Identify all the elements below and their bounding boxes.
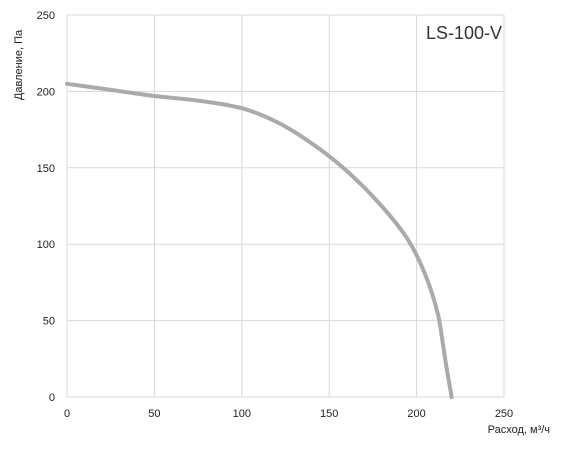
y-tick-label-0: 0 [49, 392, 55, 404]
x-tick-labels: 0 50 100 150 200 250 [64, 408, 513, 420]
y-tick-label-5: 250 [37, 10, 55, 22]
series [65, 81, 454, 399]
chart-title: LS-100-V [426, 23, 502, 43]
y-tick-label-2: 100 [37, 239, 55, 251]
y-axis-title: Давление, Па [13, 29, 25, 100]
x-tick-label-4: 200 [407, 408, 425, 420]
y-tick-label-1: 50 [43, 316, 55, 328]
y-tick-label-3: 150 [37, 163, 55, 175]
x-tick-label-3: 150 [320, 408, 338, 420]
x-tick-label-2: 100 [233, 408, 251, 420]
x-tick-label-1: 50 [148, 408, 160, 420]
plot-frame [66, 14, 505, 398]
x-tick-label-0: 0 [64, 408, 70, 420]
y-tick-label-4: 200 [37, 86, 55, 98]
y-tick-labels: 0 50 100 150 200 250 [37, 10, 55, 404]
x-axis-title: Расход, м³/ч [488, 424, 550, 436]
x-tick-label-5: 250 [495, 408, 513, 420]
series-line-0 [65, 81, 454, 399]
